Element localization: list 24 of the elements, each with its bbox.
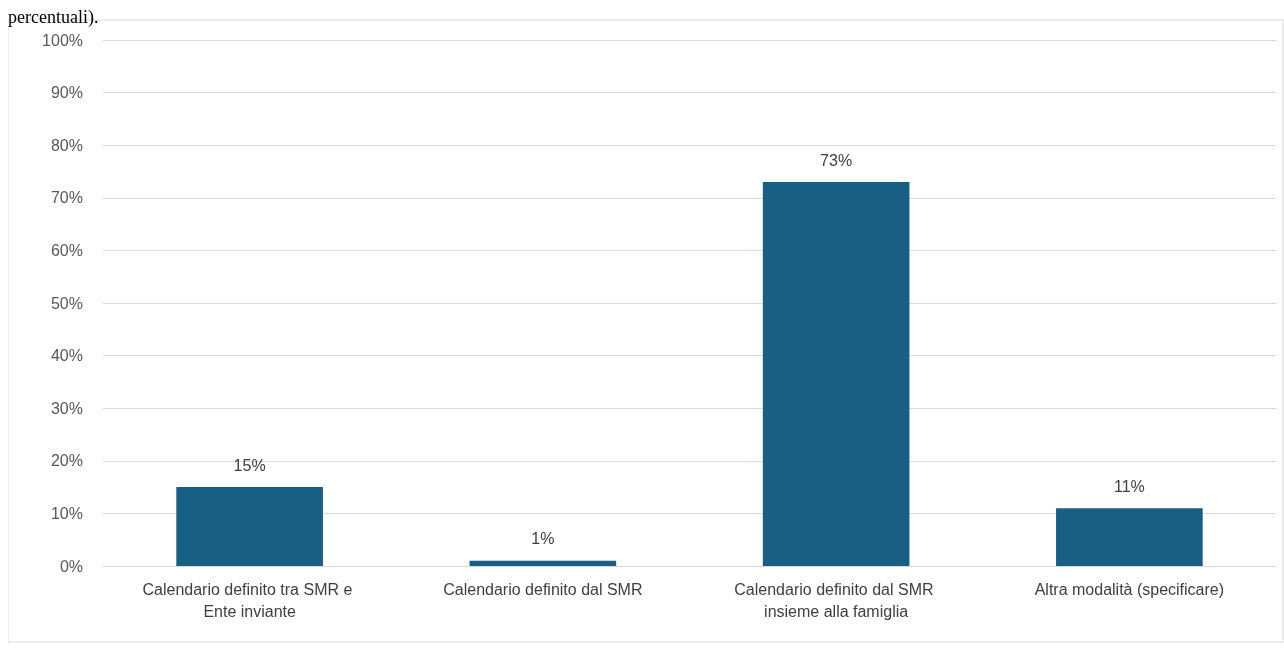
y-tick-label: 90%: [50, 84, 83, 102]
bar: [176, 487, 323, 566]
y-tick-label: 100%: [42, 31, 83, 49]
text: percentuali).: [8, 7, 99, 28]
y-tick-label: 60%: [50, 241, 83, 259]
bar: [762, 182, 910, 566]
y-tick-label: 50%: [50, 294, 83, 312]
y-tick-label: 80%: [50, 136, 83, 154]
bar: [469, 560, 617, 566]
data-label: 73%: [820, 151, 853, 169]
x-tick-label: Calendario definito dal SMR: [443, 580, 643, 598]
y-tick-label: 20%: [50, 452, 83, 470]
data-label: 15%: [233, 456, 266, 474]
x-tick-label: Calendario definito tra SMR e Ente inviante: [142, 580, 357, 620]
x-tick-label: Calendario definito dal SMR insieme alla famiglia: [734, 580, 938, 620]
y-tick-label: 70%: [50, 189, 83, 207]
y-tick-label: 0%: [59, 557, 83, 575]
y-tick-label: 10%: [50, 504, 83, 522]
y-tick-label: 40%: [50, 347, 83, 365]
x-tick-label: Altra modalità (specificare): [1034, 580, 1225, 598]
y-tick-label: 30%: [50, 399, 83, 417]
data-label: 1%: [531, 530, 555, 548]
bar: [1056, 508, 1203, 566]
data-label: 11%: [1113, 477, 1145, 495]
